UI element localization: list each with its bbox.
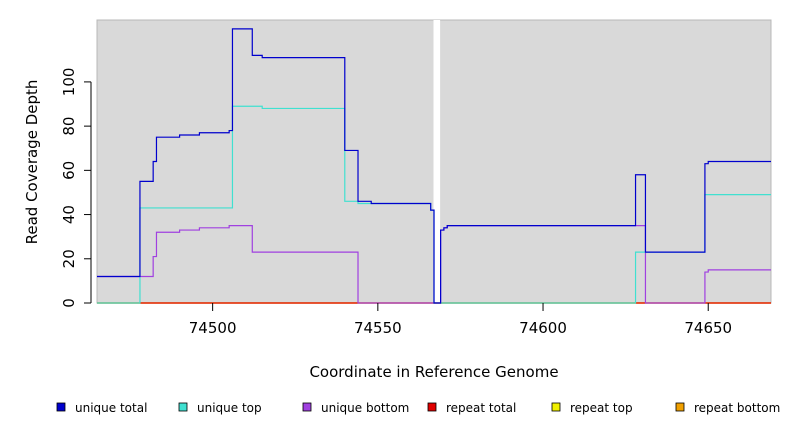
legend-item-unique-top: unique top (178, 401, 262, 415)
y-axis-title: Read Coverage Depth (23, 80, 41, 245)
legend-swatch (302, 402, 312, 412)
series-line-unique-top (97, 105, 771, 304)
legend-item-repeat-bottom: repeat bottom (675, 401, 780, 415)
legend-label: unique bottom (321, 401, 409, 415)
legend-label: repeat top (570, 401, 633, 415)
x-tick-label: 74600 (519, 319, 567, 337)
legend-swatch (178, 402, 188, 412)
y-tick-label: 0 (60, 298, 78, 308)
series-lines (97, 28, 771, 304)
legend-swatch (427, 402, 437, 412)
legend-label: repeat bottom (694, 401, 780, 415)
x-axis-title: Coordinate in Reference Genome (309, 363, 558, 381)
y-tick-label: 80 (60, 117, 78, 136)
y-tick-label: 60 (60, 161, 78, 180)
axes: 0 20 40 60 80 100 74500 74550 74600 74650 (60, 68, 732, 337)
legend-label: repeat total (446, 401, 516, 415)
gap-band (433, 20, 441, 303)
x-tick-label: 74650 (684, 319, 732, 337)
legend-item-unique-total: unique total (56, 401, 147, 415)
legend: unique total unique top unique bottom repea… (56, 401, 780, 415)
y-tick-label: 40 (60, 205, 78, 224)
coverage-gap (433, 20, 441, 303)
legend-item-repeat-top: repeat top (551, 401, 633, 415)
legend-swatch (551, 402, 561, 412)
legend-item-unique-bottom: unique bottom (302, 401, 409, 415)
y-tick-label: 20 (60, 249, 78, 268)
y-tick-label: 100 (60, 68, 78, 97)
legend-swatch (56, 402, 66, 412)
series-line-unique-total (97, 28, 771, 304)
legend-label: unique top (197, 401, 262, 415)
legend-swatch (675, 402, 685, 412)
x-tick-label: 74500 (189, 319, 237, 337)
x-tick-label: 74550 (354, 319, 402, 337)
legend-label: unique total (75, 401, 147, 415)
series-line-unique-bottom (97, 225, 771, 304)
legend-item-repeat-total: repeat total (427, 401, 516, 415)
